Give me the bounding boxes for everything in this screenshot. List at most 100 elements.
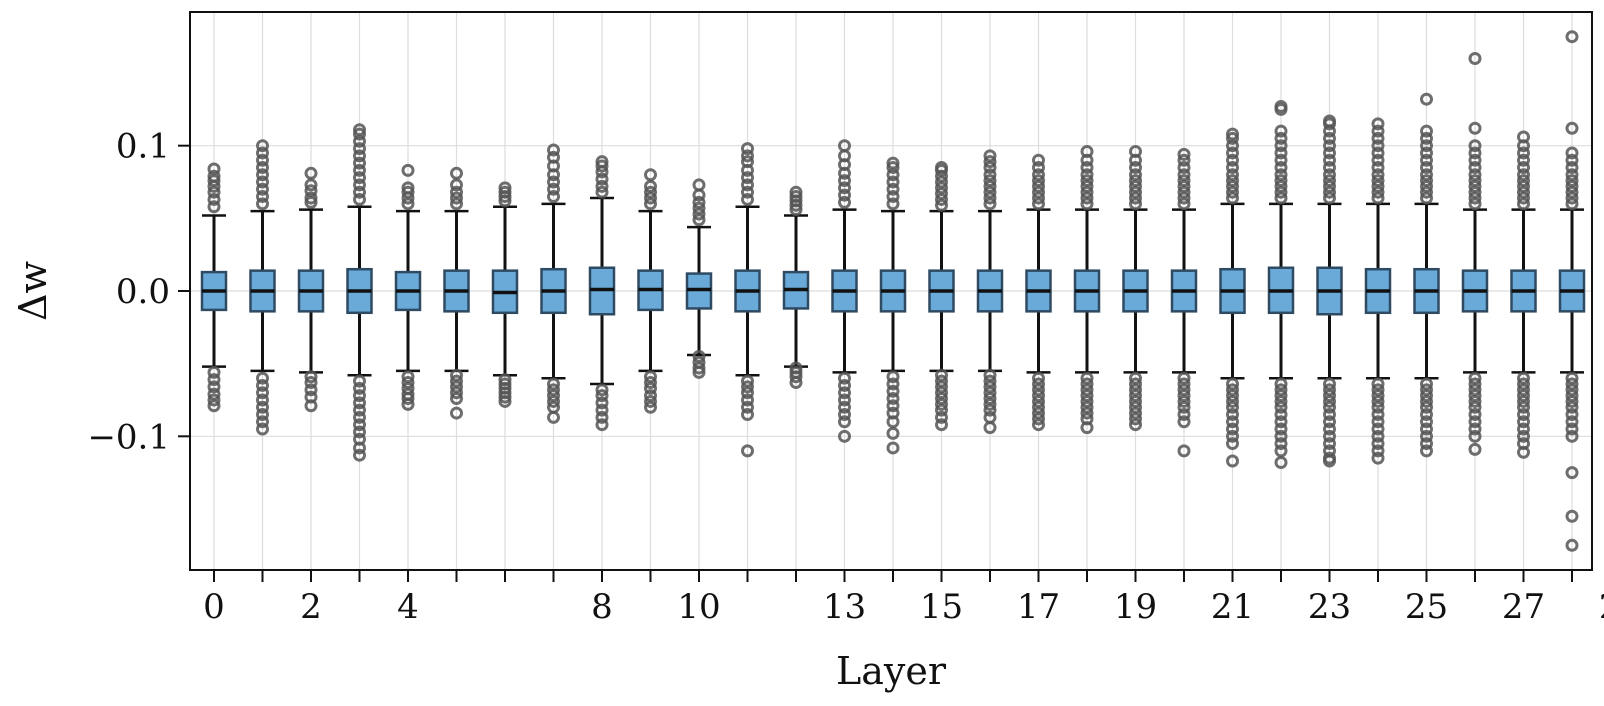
outlier-point xyxy=(1226,377,1239,391)
outlier-point xyxy=(498,181,512,195)
outlier-point xyxy=(838,139,851,153)
outlier-point xyxy=(353,142,366,156)
outlier-point xyxy=(1177,179,1191,193)
outlier-point xyxy=(1420,168,1433,182)
outlier-point xyxy=(741,374,754,388)
outlier-point xyxy=(1080,174,1094,188)
outlier-point xyxy=(1371,168,1385,182)
outlier-point xyxy=(1274,437,1288,451)
outlier-point xyxy=(1468,168,1482,182)
outlier-point xyxy=(1420,400,1433,414)
outlier-point xyxy=(450,185,463,199)
outlier-point xyxy=(886,168,900,182)
outlier-point xyxy=(741,149,754,163)
outlier-point xyxy=(1274,389,1288,403)
outlier-point xyxy=(1468,121,1482,135)
outlier-point xyxy=(1565,179,1579,193)
box-layer-11 xyxy=(734,142,761,458)
outlier-point xyxy=(741,171,754,185)
outlier-point xyxy=(1129,168,1142,182)
outlier-point xyxy=(1565,389,1579,403)
outlier-point xyxy=(1565,191,1579,205)
outlier-point xyxy=(1274,131,1288,145)
outlier-point xyxy=(1371,179,1385,193)
outlier-point xyxy=(401,163,415,177)
outlier-point xyxy=(547,150,560,164)
outlier-point xyxy=(1420,139,1433,153)
outlier-point xyxy=(1517,130,1530,144)
y-axis-label: Δw xyxy=(11,261,55,321)
outlier-point xyxy=(1323,400,1336,414)
box-layer-4 xyxy=(394,163,422,411)
box-layer-25 xyxy=(1413,92,1440,458)
outlier-point xyxy=(1565,185,1579,199)
outlier-point xyxy=(1565,429,1579,443)
outlier-point xyxy=(450,374,463,388)
outlier-point xyxy=(983,160,997,174)
outlier-point xyxy=(1323,168,1336,182)
outlier-point xyxy=(1129,185,1142,199)
outlier-point xyxy=(1080,168,1094,182)
outlier-point xyxy=(692,195,706,209)
outlier-point xyxy=(1371,394,1385,408)
outlier-point xyxy=(353,149,366,163)
outlier-point xyxy=(886,160,900,174)
outlier-point xyxy=(304,376,318,390)
outlier-point xyxy=(1468,52,1482,65)
outlier-point xyxy=(1517,394,1530,408)
outlier-point xyxy=(838,195,851,209)
outlier-point xyxy=(1565,146,1579,160)
outlier-point xyxy=(789,376,803,390)
outlier-point xyxy=(1565,168,1579,182)
outlier-point xyxy=(498,394,512,408)
outlier-point xyxy=(1177,371,1191,385)
outlier-point xyxy=(256,146,269,160)
outlier-point xyxy=(1420,146,1433,160)
x-tick-label: 0 xyxy=(203,587,225,627)
outlier-point xyxy=(1565,394,1579,408)
outlier-point xyxy=(547,175,560,189)
outlier-point xyxy=(935,397,948,411)
outlier-point xyxy=(983,191,997,205)
outlier-point xyxy=(595,155,609,169)
outlier-point xyxy=(1565,538,1579,552)
outlier-point xyxy=(935,187,948,201)
outlier-point xyxy=(1565,400,1579,414)
box-layer-27 xyxy=(1510,130,1537,459)
outlier-point xyxy=(692,213,706,227)
outlier-point xyxy=(983,374,997,388)
outlier-point xyxy=(1323,422,1336,436)
outlier-point xyxy=(353,171,366,185)
outlier-point xyxy=(838,429,851,443)
box-layer-2 xyxy=(297,166,325,413)
outlier-point xyxy=(886,190,900,204)
outlier-point xyxy=(886,441,900,455)
outlier-point xyxy=(1420,429,1433,443)
outlier-point xyxy=(886,175,900,189)
outlier-point xyxy=(1468,408,1482,422)
outlier-point xyxy=(1177,444,1191,458)
outlier-point xyxy=(1420,191,1433,205)
outlier-point xyxy=(1080,197,1094,211)
outlier-point xyxy=(1226,383,1239,397)
x-tick-label: 27 xyxy=(1502,587,1545,627)
outlier-point xyxy=(1323,160,1336,174)
outlier-point xyxy=(692,361,706,375)
outlier-point xyxy=(886,377,900,391)
outlier-point xyxy=(983,185,997,199)
outlier-point xyxy=(983,421,997,435)
outlier-point xyxy=(1517,185,1530,199)
outlier-point xyxy=(1517,445,1530,459)
outlier-point xyxy=(353,123,366,137)
outlier-point xyxy=(595,410,609,424)
outlier-point xyxy=(256,168,269,182)
outlier-point xyxy=(1371,160,1385,174)
outlier-point xyxy=(1371,437,1385,451)
outlier-point xyxy=(1177,197,1191,211)
outlier-point xyxy=(1226,160,1239,174)
outlier-point xyxy=(886,415,900,429)
outlier-point xyxy=(1032,412,1045,426)
outlier-point xyxy=(644,400,657,414)
outlier-point xyxy=(1129,371,1142,385)
x-tick-label: 21 xyxy=(1211,587,1254,627)
